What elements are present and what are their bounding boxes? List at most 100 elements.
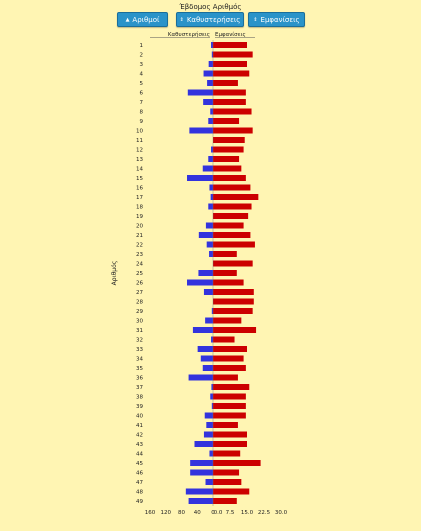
category-label: 8 [140,110,144,116]
bar-delays [211,403,213,409]
category-label: 42 [136,433,143,439]
category-label: 31 [136,328,143,334]
category-label: 12 [136,148,143,154]
category-label: 18 [136,205,143,211]
bar-appearances [213,42,247,48]
x-tick-label-delays: 160 [145,510,156,516]
bar-appearances [213,80,238,86]
category-label: 33 [136,347,143,353]
category-label: 19 [136,214,143,220]
bar-delays [207,80,213,86]
bar-delays [203,289,213,295]
bar-appearances [213,260,253,267]
sort-by-appearances-button[interactable]: ⇕ Εμφανίσεις [248,12,305,27]
bar-delays [203,99,213,105]
bar-delays [208,203,213,210]
sort-toggle-icon: ⇕ [179,17,184,23]
x-tick-label-delays: 40 [194,510,201,516]
category-label: 45 [136,461,143,467]
category-label: 16 [136,186,143,192]
bar-appearances [213,450,241,457]
bar-delays [209,184,213,191]
category-label: 25 [136,271,143,277]
bar-delays [185,488,213,495]
bar-appearances [213,441,247,447]
sort-by-delays-button[interactable]: ⇕ Καθυστερήσεις [176,12,244,27]
x-tick-label-delays: 120 [161,510,172,516]
bar-appearances [213,118,240,124]
bar-appearances [213,61,247,67]
bar-delays [198,270,213,276]
bar-appearances [213,194,259,200]
bar-delays [198,232,213,238]
bar-appearances [213,184,251,191]
chart-title: Έβδομος Αριθμός [179,3,242,11]
category-label: 22 [136,243,143,249]
bar-appearances [213,403,246,409]
category-label: 37 [136,385,143,391]
bar-appearances [213,346,247,352]
bar-appearances [213,355,244,362]
bar-appearances [213,279,244,286]
bar-appearances [213,232,251,238]
category-label: 11 [136,138,143,144]
bar-delays [210,194,213,200]
bar-appearances [213,374,238,381]
bar-appearances [213,213,249,219]
bar-delays [211,51,213,58]
bar-delays [189,127,213,134]
bar-appearances [213,317,242,324]
bar-delays [208,156,213,162]
x-tick-label-appearances: 22.5 [258,510,271,516]
category-label: 1 [140,43,144,49]
bar-delays [209,450,213,457]
bar-delays [187,175,213,181]
bar-appearances [213,460,261,466]
sort-by-numbers-button[interactable]: ▲ Αριθμοί [117,12,168,27]
category-label: 44 [136,452,143,458]
category-label: 29 [136,309,143,315]
category-label: 23 [136,252,143,258]
category-label: 10 [136,129,143,135]
bar-appearances [213,251,237,257]
bar-delays [192,327,213,333]
category-label: 34 [136,357,143,363]
category-label: 43 [136,442,143,448]
category-label: 41 [136,423,143,429]
bar-appearances [213,99,246,105]
category-label: 3 [140,62,144,68]
bar-appearances [213,469,240,476]
bar-delays [211,42,213,48]
bar-delays [190,460,213,466]
bar-delays [188,498,213,504]
category-label: 7 [140,100,144,106]
bar-delays [210,393,213,400]
x-tick-label-delays: 80 [178,510,185,516]
bar-appearances [213,327,257,333]
bar-delays [211,336,213,343]
bar-appearances [213,384,250,390]
bar-appearances [213,241,255,248]
bar-appearances [213,365,246,371]
bar-appearances [213,127,253,134]
bar-appearances [213,308,253,314]
sort-toggle-icon: ⇕ [253,17,258,23]
bar-delays [206,241,213,248]
sort-by-appearances-label: Εμφανίσεις [260,16,300,24]
category-label: 24 [136,262,143,268]
bar-appearances [213,336,235,343]
category-label: 14 [136,167,143,173]
bar-delays [203,431,213,438]
bar-delays [194,441,213,447]
category-label: 5 [140,81,144,87]
category-label: 17 [136,195,143,201]
legend-label-delays: Καθυστερήσεις [168,31,210,38]
category-label: 13 [136,157,143,163]
category-label: 15 [136,176,143,182]
bar-appearances [213,412,246,419]
category-label: 20 [136,224,143,230]
bar-appearances [213,498,237,504]
bar-appearances [213,203,252,210]
bar-delays [210,108,213,115]
bar-delays [211,146,213,153]
